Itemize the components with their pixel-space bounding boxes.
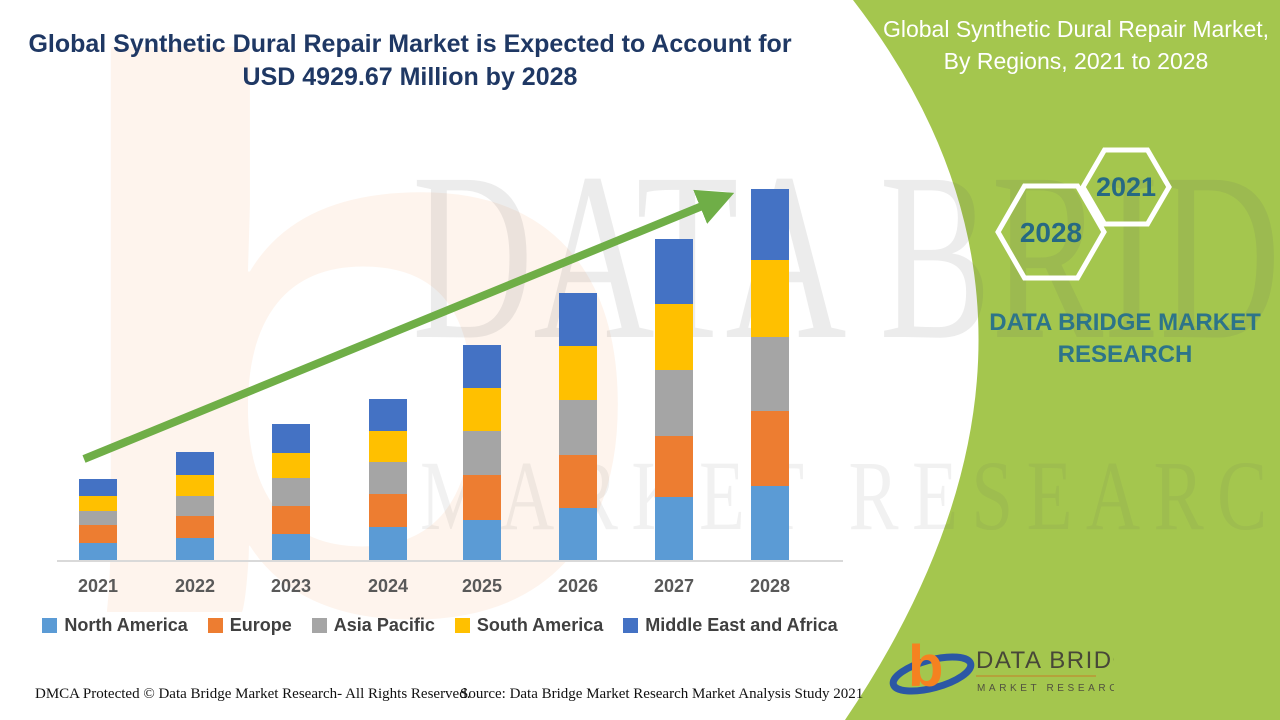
bar-segment-2026-asia-pacific — [559, 399, 597, 455]
legend-marker-icon — [42, 618, 58, 633]
legend-marker-icon — [207, 618, 223, 633]
bar-segment-2028-south-america — [751, 259, 789, 337]
chart-title: Global Synthetic Dural Repair Market is … — [10, 28, 810, 93]
trend-arrow — [82, 189, 735, 463]
chart-title-line1: Global Synthetic Dural Repair Market is … — [28, 30, 792, 58]
bar-segment-2024-middle-east-and-africa — [369, 398, 407, 431]
bar-segment-2023-asia-pacific — [272, 477, 310, 506]
bar-segment-2024-south-america — [369, 430, 407, 462]
bar-segment-2023-middle-east-and-africa — [272, 423, 310, 453]
bar-segment-2024-north-america — [369, 526, 407, 561]
bar-segment-2028-asia-pacific — [751, 336, 789, 411]
bar-segment-2028-europe — [751, 410, 789, 486]
legend-label: North America — [64, 615, 188, 635]
bar-segment-2022-europe — [176, 515, 214, 538]
bar-segment-2024-europe — [369, 493, 407, 527]
bar-segment-2022-north-america — [176, 537, 214, 561]
hexagon-2021 — [1080, 147, 1172, 227]
logo-b-icon: b — [908, 634, 943, 699]
bar-segment-2025-europe — [463, 475, 501, 521]
bar-segment-2026-europe — [559, 455, 597, 508]
bar-segment-2021-europe — [79, 524, 117, 543]
legend-label: Europe — [229, 615, 292, 635]
panel-title: Global Synthetic Dural Repair Market, By… — [882, 16, 1270, 74]
bar-segment-2025-asia-pacific — [463, 431, 501, 476]
source-notice: Source: Data Bridge Market Research Mark… — [460, 686, 864, 702]
bar-segment-2025-south-america — [463, 387, 501, 431]
x-axis-label-2028: 2028 — [749, 576, 791, 596]
legend-label: South America — [476, 615, 604, 635]
bar-segment-2022-middle-east-and-africa — [176, 451, 214, 475]
x-axis-label-2024: 2024 — [367, 576, 409, 596]
bar-segment-2025-north-america — [463, 520, 501, 561]
bar-segment-2028-middle-east-and-africa — [751, 188, 789, 260]
bar-segment-2027-middle-east-and-africa — [655, 238, 693, 304]
bar-segment-2026-middle-east-and-africa — [559, 292, 597, 346]
legend-marker-icon — [454, 618, 470, 633]
brand-text: DATA BRIDGE MARKET RESEARCH — [955, 307, 1280, 370]
bar-segment-2022-south-america — [176, 474, 214, 496]
bar-segment-2025-middle-east-and-africa — [463, 344, 501, 388]
chart-legend: North America Europe Asia Pacific South Ame… — [42, 615, 838, 636]
bar-segment-2021-asia-pacific — [79, 510, 117, 525]
logo-swoosh-icon — [889, 653, 975, 695]
x-axis-label-2021: 2021 — [77, 576, 119, 596]
bar-segment-2027-asia-pacific — [655, 369, 693, 436]
legend-item-asia-pacific: Asia Pacific — [311, 615, 435, 636]
bar-segment-2026-south-america — [559, 345, 597, 400]
legend-item-europe: Europe — [207, 615, 292, 636]
legend-marker-icon — [623, 618, 639, 633]
legend-item-south-america: South America — [454, 615, 604, 636]
legend-item-middle-east-and-africa: Middle East and Africa — [623, 615, 838, 636]
legend-label: Asia Pacific — [333, 615, 435, 635]
logo-name: DATA BRIDGE — [976, 647, 1114, 674]
x-axis-label-2025: 2025 — [461, 576, 503, 596]
brand-text-line1: DATA BRIDGE MARKET — [989, 309, 1261, 336]
x-axis-label-2027: 2027 — [653, 576, 695, 596]
bar-segment-2021-north-america — [79, 542, 117, 561]
bar-segment-2027-europe — [655, 435, 693, 497]
bar-segment-2022-asia-pacific — [176, 495, 214, 516]
chart-title-line2: USD 4929.67 Million by 2028 — [242, 62, 578, 91]
bar-segment-2027-south-america — [655, 303, 693, 370]
hexagon-2028 — [995, 183, 1107, 281]
legend-marker-icon — [311, 618, 327, 633]
bar-segment-2023-north-america — [272, 533, 310, 561]
x-axis-label-2022: 2022 — [174, 576, 216, 596]
dmca-notice: DMCA Protected © Data Bridge Market Rese… — [35, 686, 471, 702]
x-axis-label-2026: 2026 — [557, 576, 599, 596]
bar-segment-2021-middle-east-and-africa — [79, 478, 117, 496]
bar-segment-2027-north-america — [655, 496, 693, 561]
bar-segment-2023-europe — [272, 505, 310, 534]
data-bridge-logo: b DATA BRIDGE MARKET RESEARCH — [889, 634, 1114, 699]
x-axis-line — [57, 560, 843, 562]
bar-segment-2026-north-america — [559, 508, 597, 561]
x-axis-label-2023: 2023 — [270, 576, 312, 596]
brand-text-line2: RESEARCH — [1057, 340, 1193, 368]
bar-segment-2021-south-america — [79, 495, 117, 511]
bar-segment-2028-north-america — [751, 485, 789, 561]
hexagon-label-2021: 2021 — [1095, 172, 1157, 202]
legend-label: Middle East and Africa — [645, 615, 838, 635]
bar-segment-2024-asia-pacific — [369, 461, 407, 494]
logo-subtitle: MARKET RESEARCH — [977, 683, 1114, 694]
bar-segment-2023-south-america — [272, 452, 310, 478]
legend-item-north-america: North America — [42, 615, 188, 636]
hexagon-label-2028: 2028 — [1019, 217, 1083, 248]
